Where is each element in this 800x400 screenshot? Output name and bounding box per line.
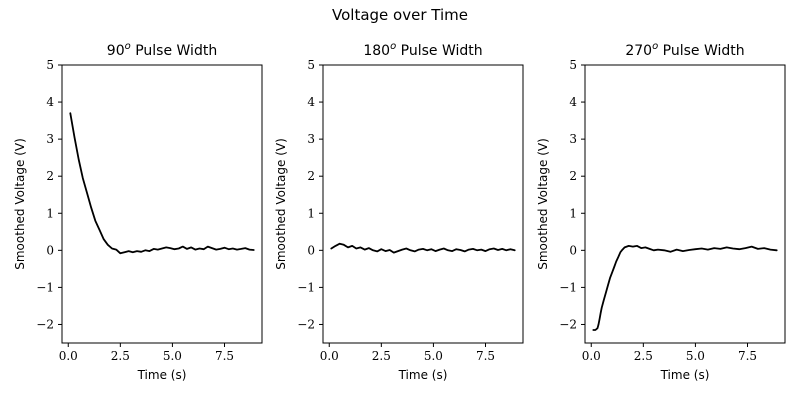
panel-title-number: 180 (363, 43, 390, 59)
y-tick-label: −2 (559, 317, 577, 331)
panel-180-degree: 180o Pulse Width 0.0 2.5 5.0 7.5 −2 −1 0 1 2 3 4 5 Ti… (274, 41, 524, 382)
y-tick-label: −1 (559, 280, 577, 294)
y-axis-label: Smoothed Voltage (V) (274, 138, 288, 270)
y-axis-label: Smoothed Voltage (V) (13, 138, 27, 270)
y-tick-label: 1 (307, 206, 315, 220)
voltage-series-line (592, 244, 778, 331)
x-tick-label: 7.5 (738, 349, 757, 363)
panel-title: 180o Pulse Width (363, 41, 482, 59)
y-tick-label: 5 (569, 58, 577, 72)
panel-270-degree: 270o Pulse Width 0.0 2.5 5.0 7.5 −2 −1 0 1 2 3 4 5 Ti… (536, 41, 786, 382)
x-tick-label: 7.5 (476, 349, 495, 363)
x-tick-label: 7.5 (215, 349, 234, 363)
y-tick-label: 4 (307, 95, 315, 109)
panel-title-suffix: Pulse Width (658, 43, 744, 59)
panel-title: 90o Pulse Width (107, 41, 217, 59)
x-tick-label: 2.5 (372, 349, 391, 363)
y-tick-label: 3 (307, 132, 315, 146)
x-tick-label: 5.0 (424, 349, 443, 363)
panel-title-degree-mark: o (125, 41, 131, 52)
panel-title-degree-mark: o (390, 41, 396, 52)
y-tick-label: 3 (46, 132, 54, 146)
x-tick-label: 5.0 (686, 349, 705, 363)
x-tick-label: 0.0 (59, 349, 78, 363)
y-tick-label: 5 (307, 58, 315, 72)
x-axis-label: Time (s) (137, 368, 187, 382)
figure-title: Voltage over Time (332, 6, 468, 24)
y-tick-label: −2 (36, 317, 54, 331)
panel-title: 270o Pulse Width (625, 41, 744, 59)
y-tick-label: 5 (46, 58, 54, 72)
x-tick-label: 5.0 (163, 349, 182, 363)
x-tick-label: 2.5 (111, 349, 130, 363)
y-tick-label: 1 (46, 206, 54, 220)
x-tick-label: 0.0 (582, 349, 601, 363)
y-tick-label: 1 (569, 206, 577, 220)
y-tick-label: 2 (46, 169, 54, 183)
x-axis-label: Time (s) (398, 368, 448, 382)
y-tick-label: 4 (46, 95, 54, 109)
y-tick-label: 4 (569, 95, 577, 109)
y-tick-label: 0 (307, 243, 315, 257)
voltage-series-line (69, 112, 255, 255)
y-tick-label: 0 (46, 243, 54, 257)
panel-title-number: 270 (625, 43, 652, 59)
panel-title-number: 90 (107, 43, 125, 59)
y-tick-label: 2 (569, 169, 577, 183)
y-tick-label: −2 (297, 317, 315, 331)
x-tick-label: 2.5 (634, 349, 653, 363)
plot-frame (322, 64, 524, 344)
plot-frame (584, 64, 786, 344)
panel-90-degree: 90o Pulse Width 0.0 2.5 5.0 7.5 −2 −1 0 1 2 3 4 5 Tim… (13, 41, 263, 382)
y-tick-label: 2 (307, 169, 315, 183)
panel-title-suffix: Pulse Width (396, 43, 482, 59)
voltage-series-line (330, 242, 516, 254)
plot-frame (61, 64, 263, 344)
y-axis-label: Smoothed Voltage (V) (536, 138, 550, 270)
x-axis-label: Time (s) (660, 368, 710, 382)
y-tick-label: 0 (569, 243, 577, 257)
panel-title-suffix: Pulse Width (131, 43, 217, 59)
y-tick-label: −1 (36, 280, 54, 294)
y-tick-label: −1 (297, 280, 315, 294)
x-tick-label: 0.0 (320, 349, 339, 363)
panel-title-degree-mark: o (652, 41, 658, 52)
y-tick-label: 3 (569, 132, 577, 146)
